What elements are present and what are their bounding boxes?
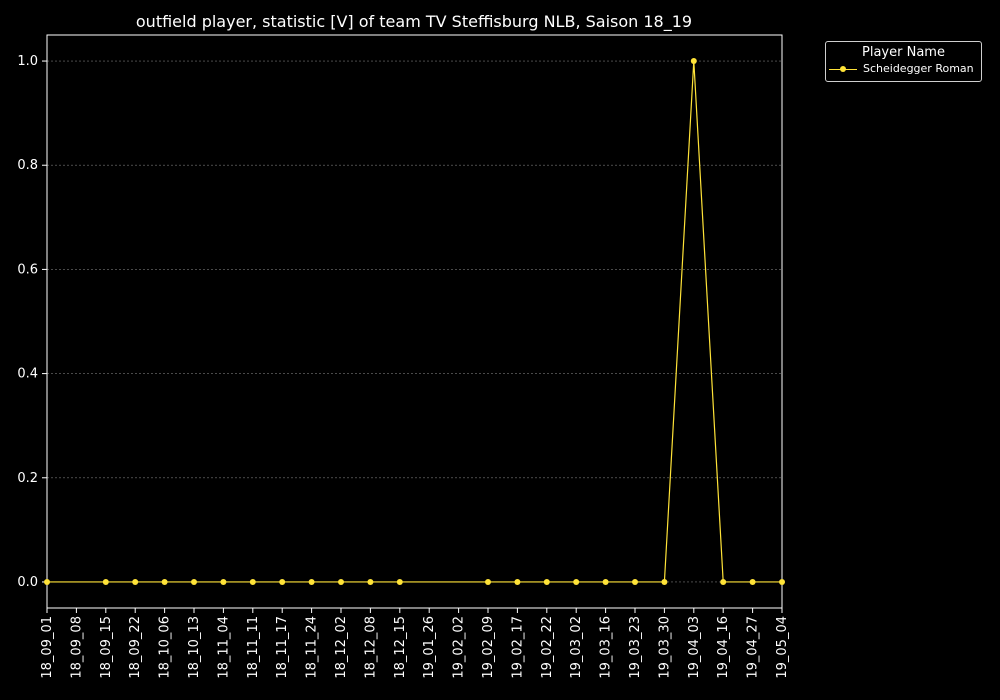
x-tick-label: 18_09_22 — [128, 616, 143, 679]
x-tick-label: 18_09_01 — [40, 616, 55, 679]
data-point — [514, 578, 521, 585]
x-tick-label: 18_11_11 — [246, 616, 261, 679]
chart-title: outfield player, statistic [V] of team T… — [136, 12, 692, 32]
data-point — [191, 578, 197, 585]
x-tick-label: 19_02_17 — [510, 616, 525, 679]
x-tick-label: 19_03_30 — [657, 616, 672, 679]
x-tick-label: 19_03_02 — [569, 616, 584, 679]
x-tick-label: 19_03_23 — [628, 616, 643, 679]
series-layer — [44, 58, 785, 585]
data-point — [220, 578, 227, 585]
legend: Player Name Scheidegger Roman — [825, 41, 982, 82]
data-point — [279, 578, 286, 585]
data-point — [367, 578, 374, 585]
x-tick-label: 19_04_16 — [716, 616, 731, 679]
data-point — [396, 578, 403, 585]
legend-entry: Scheidegger Roman — [829, 62, 981, 75]
x-tick-label: 19_03_16 — [599, 616, 614, 679]
x-tick-label: 19_02_02 — [452, 616, 467, 679]
grid-lines — [47, 60, 782, 583]
data-point — [720, 578, 727, 585]
x-tick-label: 18_12_02 — [334, 616, 349, 679]
x-tick-label: 18_11_24 — [305, 616, 320, 679]
x-tick-label: 19_02_22 — [540, 616, 555, 679]
series-line — [47, 61, 782, 583]
x-tick-label: 19_01_26 — [422, 616, 437, 679]
y-tick-label: 0.6 — [17, 262, 38, 277]
x-tick-label: 19_02_09 — [481, 616, 496, 679]
x-tick-label: 18_10_06 — [158, 616, 173, 679]
legend-swatch — [829, 64, 857, 74]
data-point — [249, 578, 256, 585]
x-axis: 18_09_01 18_09_08 18_09_15 18_09_22 18_10_06… — [40, 608, 790, 679]
data-point — [661, 578, 668, 585]
data-point — [749, 578, 756, 585]
x-tick-label: 19_05_04 — [775, 616, 790, 679]
data-point — [632, 578, 638, 585]
data-point — [161, 578, 168, 585]
y-tick-label: 0.8 — [17, 158, 38, 173]
x-tick-label: 18_11_04 — [216, 616, 231, 679]
legend-label: Scheidegger Roman — [863, 62, 974, 75]
x-tick-label: 18_09_15 — [99, 616, 114, 679]
x-tick-label: 18_09_08 — [69, 616, 84, 679]
y-tick-label: 0.0 — [17, 575, 38, 590]
y-axis: 0.0 0.2 0.4 0.6 0.8 1.0 — [17, 54, 47, 590]
legend-title: Player Name — [862, 45, 945, 60]
x-tick-label: 18_11_17 — [275, 616, 290, 679]
data-point — [485, 578, 491, 585]
data-point — [338, 578, 344, 585]
data-point — [132, 578, 139, 585]
data-point — [102, 578, 109, 585]
y-tick-label: 0.2 — [17, 471, 38, 486]
x-tick-label: 18_12_08 — [363, 616, 378, 679]
y-tick-label: 0.4 — [17, 367, 38, 382]
data-point — [543, 578, 550, 585]
x-tick-label: 18_12_15 — [393, 616, 408, 679]
y-tick-label: 1.0 — [17, 54, 38, 69]
data-point — [573, 578, 580, 585]
data-point — [690, 58, 697, 65]
x-tick-label: 18_10_13 — [187, 616, 202, 679]
data-point — [308, 578, 315, 585]
data-point — [602, 578, 609, 585]
data-point — [779, 578, 785, 585]
x-tick-label: 19_04_27 — [746, 616, 761, 679]
data-point — [44, 578, 50, 585]
plot-area — [46, 34, 783, 609]
x-tick-label: 19_04_03 — [687, 616, 702, 679]
